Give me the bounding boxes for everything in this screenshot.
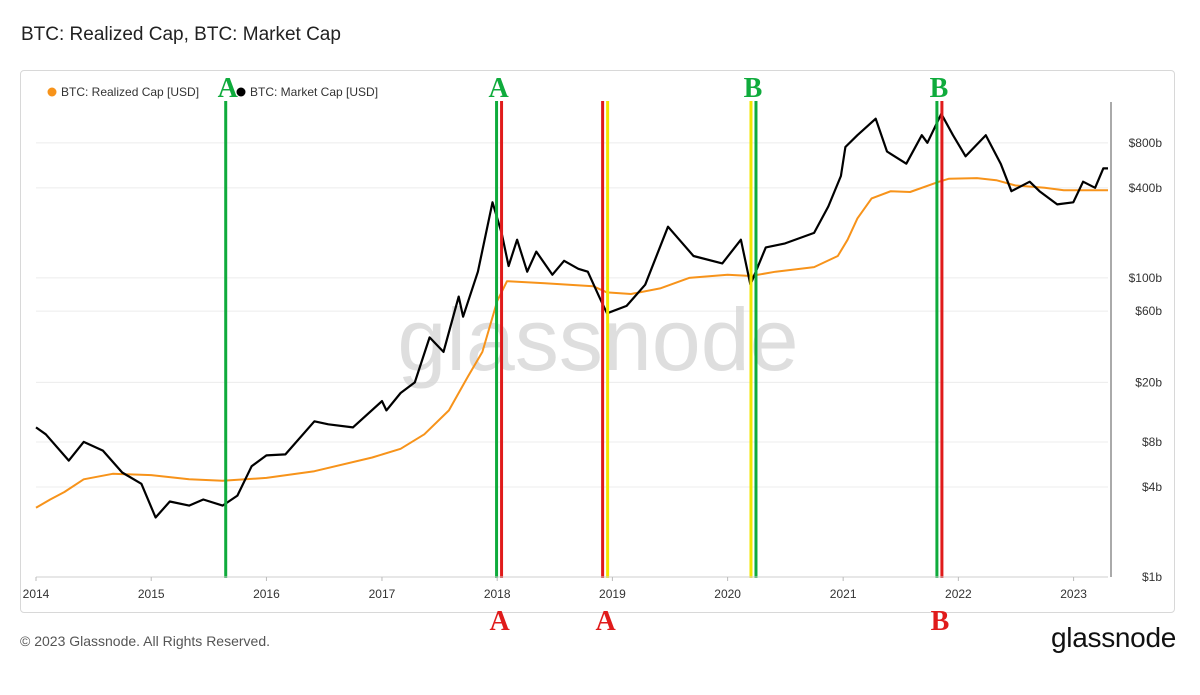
annotation-group: A A A A B B B <box>218 73 950 637</box>
axes: $1b $4b $8b $20b $60b $100b $400b $800b 2014 2015… <box>23 102 1163 601</box>
x-tick-label: 2019 <box>599 587 626 601</box>
legend[interactable]: BTC: Realized Cap [USD] BTC: Market Cap [… <box>47 85 379 99</box>
y-tick-label: $60b <box>1135 304 1162 318</box>
legend-label: BTC: Realized Cap [USD] <box>61 85 199 99</box>
annotation-label-bottom: A <box>596 606 617 637</box>
annotation-label-bottom: B <box>931 606 950 637</box>
x-tick-label: 2015 <box>138 587 165 601</box>
x-tick-label: 2014 <box>23 587 50 601</box>
y-tick-label: $800b <box>1129 136 1163 150</box>
x-tick-label: 2018 <box>484 587 511 601</box>
annotation-label-top: B <box>744 73 763 104</box>
annotation-label-top: A <box>488 73 509 104</box>
legend-label: BTC: Market Cap [USD] <box>250 85 378 99</box>
brand-logo[interactable]: glassnode <box>1051 622 1176 653</box>
y-tick-label: $1b <box>1142 570 1162 584</box>
x-tick-label: 2022 <box>945 587 972 601</box>
copyright-footer: © 2023 Glassnode. All Rights Reserved. <box>20 633 271 649</box>
x-tick-label: 2017 <box>369 587 396 601</box>
y-tick-label: $100b <box>1129 271 1163 285</box>
annotation-label-bottom: A <box>489 606 510 637</box>
legend-swatch <box>47 87 57 97</box>
chart-frame <box>20 70 1175 613</box>
market-cap-line <box>35 112 1108 519</box>
y-tick-label: $400b <box>1129 181 1163 195</box>
annotation-label-top: B <box>930 73 949 104</box>
page-title: BTC: Realized Cap, BTC: Market Cap <box>21 24 341 45</box>
annotation-label-top: A <box>218 73 239 104</box>
y-tick-label: $4b <box>1142 480 1162 494</box>
y-tick-label: $20b <box>1135 375 1162 389</box>
x-tick-label: 2016 <box>253 587 280 601</box>
legend-swatch <box>236 87 246 97</box>
x-tick-label: 2021 <box>830 587 857 601</box>
y-tick-label: $8b <box>1142 435 1162 449</box>
x-tick-label: 2023 <box>1060 587 1087 601</box>
watermark: glassnode <box>397 290 798 389</box>
x-tick-label: 2020 <box>714 587 741 601</box>
